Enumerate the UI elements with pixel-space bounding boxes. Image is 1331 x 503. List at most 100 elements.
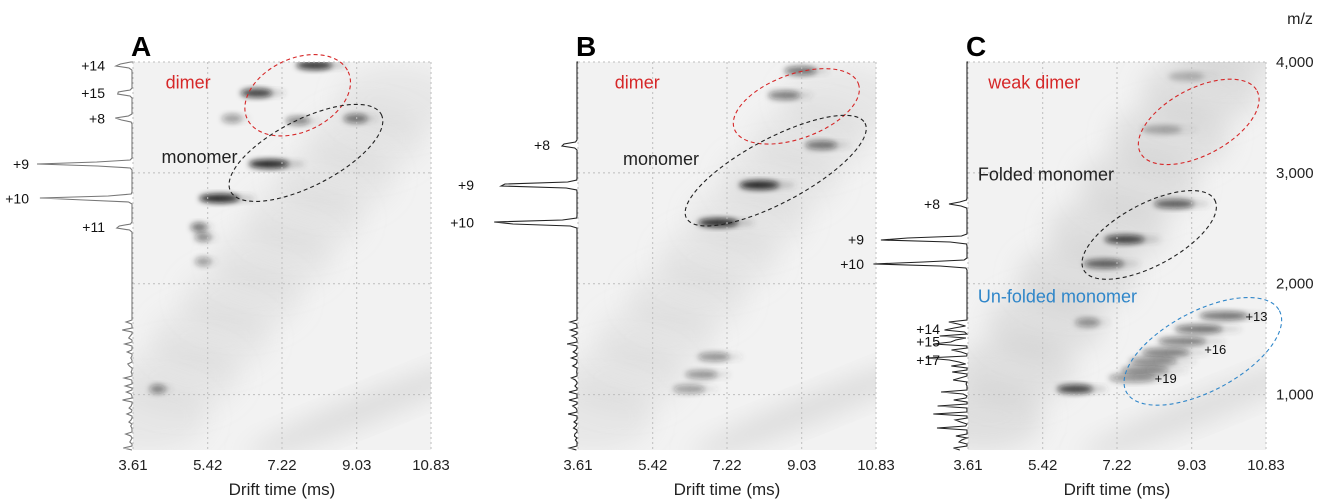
mass-spectrum-trace [873,61,970,451]
ion-signal-tail [202,258,218,266]
inner-charge-label: +19 [1155,371,1177,386]
panel-letter: B [576,31,596,62]
ion-signal-tail [713,353,743,361]
ion-signal-tail [355,115,378,123]
ion-signal-tail [1223,312,1266,320]
x-axis-label: Drift time (ms) [229,480,336,499]
ion-signal-tail [1182,337,1226,345]
x-tick-label: 10.83 [412,457,450,474]
region-outline [684,114,867,227]
intensity-map [133,62,431,450]
region-label: weak dimer [987,73,1080,93]
x-tick-label: 3.61 [563,457,592,474]
region-outline [1123,296,1283,406]
intensity-map [578,66,876,450]
x-tick-label: 10.83 [857,457,895,474]
ion-signal-tail [783,91,813,99]
x-tick-label: 9.03 [1177,457,1206,474]
charge-state-label: +14 [916,321,940,337]
charge-state-label: +9 [848,231,864,247]
ion-signal-tail [256,89,286,97]
region-label: Folded monomer [978,165,1114,185]
intensity-haze [247,357,431,450]
panel-b: B 3.61 5.42 7.22 9.03 10.83 Drift time (ms) +8 +… [450,31,895,499]
x-tick-label: 3.61 [953,457,982,474]
region-outline [228,103,384,202]
ion-signal-tail [1132,374,1176,382]
x-tick-label: 7.22 [1102,457,1131,474]
ion-signal-tail [1161,126,1198,134]
inner-charge-label: +13 [1245,309,1267,324]
ion-signal-tail [268,160,305,168]
intensity-map [968,62,1266,450]
panel-a: A 3.61 5.42 7.22 9.03 10.83 Drift time (ms) +14… [5,31,450,499]
y-tick-label: 2,000 [1276,276,1314,293]
x-axis-label: Drift time (ms) [674,480,781,499]
intensity-haze [336,66,431,135]
intensity-haze [692,357,876,450]
x-tick-label: 10.83 [1247,457,1285,474]
y-tick-label: 4,000 [1276,54,1314,71]
inner-charge-label: +16 [1204,342,1226,357]
region-label: dimer [166,73,211,93]
mass-spectrum-trace [36,61,133,451]
ion-signal-tail [1103,260,1140,268]
x-tick-label: 5.42 [638,457,667,474]
charge-state-label: +17 [916,352,940,368]
intensity-haze [781,66,876,135]
charge-state-label: +8 [89,111,105,127]
x-tick-label: 7.22 [712,457,741,474]
ion-signal-tail [314,62,347,69]
ion-signal-tail [1165,348,1209,356]
charge-state-label: +8 [924,196,940,212]
region-label: dimer [615,73,660,93]
ion-signal-tail [297,117,320,125]
x-axis-label: Drift time (ms) [1064,480,1171,499]
x-tick-label: 5.42 [1028,457,1057,474]
charge-state-label: +10 [450,215,474,231]
charge-state-label: +11 [82,219,105,235]
ion-signal-tail [689,385,718,393]
intensity-haze [1180,62,1266,79]
charge-state-label: +15 [916,333,940,349]
mass-spectrum-trace [494,61,578,451]
charge-state-label: +8 [534,137,550,153]
region-label: monomer [161,147,237,167]
ion-signal-tail [1198,325,1242,333]
ion-signal-tail [157,385,172,393]
ion-signal-tail [198,223,214,231]
region-label: Un-folded monomer [978,287,1137,307]
ion-signal-tail [231,115,250,123]
x-tick-label: 3.61 [118,457,147,474]
ion-signal-tail [1186,72,1219,80]
region-label: monomer [623,149,699,169]
y-tick-label: 1,000 [1276,387,1314,404]
charge-state-label: +14 [81,57,105,73]
ion-signal-tail [1074,385,1108,393]
ion-signal-tail [759,181,796,189]
ion-signal-tail [821,141,850,149]
region-outline [1081,190,1217,280]
panels: A 3.61 5.42 7.22 9.03 10.83 Drift time (ms) +14… [5,31,1314,499]
panel-c: C 3.61 5.42 7.22 9.03 10.83 Drift time (ms) +8 +… [840,31,1314,499]
yaxis-unit-label: m/z [1287,11,1313,28]
ion-signal-tail [1145,366,1189,374]
x-tick-label: 5.42 [193,457,222,474]
panel-letter: A [131,31,151,62]
charge-state-label: +10 [840,256,864,272]
charge-state-label: +9 [458,177,474,193]
intensity-haze [1082,357,1266,450]
ion-signal-tail [1124,235,1161,243]
ion-signal-tail [1087,319,1109,327]
charge-state-label: +10 [5,190,29,206]
panel-letter: C [966,31,986,62]
ion-signal-tail [701,371,731,379]
x-tick-label: 9.03 [787,457,816,474]
ion-signal-tail [202,233,218,241]
y-tick-label: 3,000 [1276,165,1314,182]
ion-signal-tail [800,67,830,75]
x-tick-label: 7.22 [267,457,296,474]
region-outline [732,68,860,145]
x-tick-label: 9.03 [342,457,371,474]
